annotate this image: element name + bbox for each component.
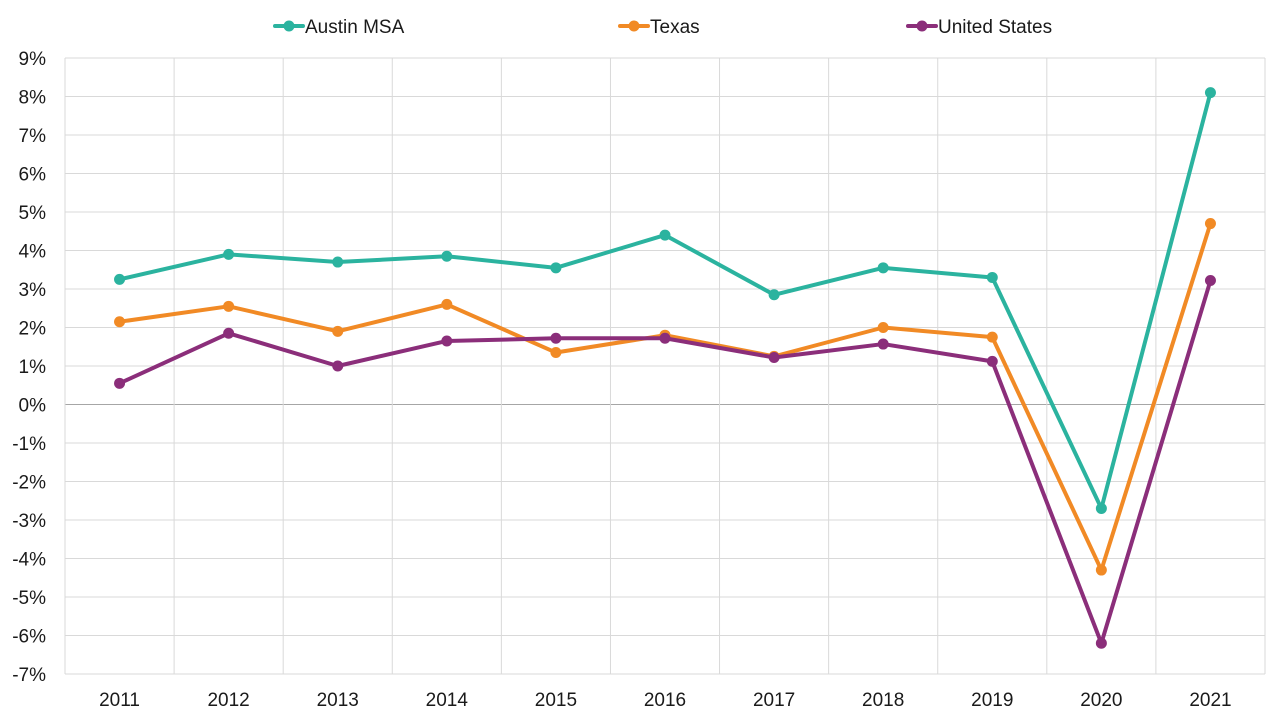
y-tick-label: -7%	[12, 665, 46, 686]
y-tick-label: -4%	[12, 550, 46, 571]
legend-swatch-marker	[283, 20, 295, 32]
y-tick-label: 8%	[19, 88, 47, 109]
legend-label: Texas	[650, 17, 700, 38]
x-tick-label: 2014	[426, 690, 469, 711]
data-point-texas	[441, 298, 453, 310]
data-point-austin-msa	[550, 262, 562, 274]
data-point-texas	[114, 316, 126, 328]
data-point-united-states	[659, 332, 671, 344]
axes: 9% 8% 7% 6% 5% 4% 3% 2% 1% 0% -1% -2% -3% -4% -5% -6% -7…	[12, 49, 1231, 711]
x-tick-label: 2016	[644, 690, 686, 711]
x-tick-label: 2019	[971, 690, 1013, 711]
x-tick-label: 2017	[753, 690, 795, 711]
x-tick-label: 2018	[862, 690, 904, 711]
data-point-united-states	[1204, 275, 1216, 287]
data-point-united-states	[768, 352, 780, 364]
legend-label: Austin MSA	[305, 17, 405, 38]
legend-item-austin-msa: Austin MSA	[273, 17, 405, 38]
data-point-united-states	[986, 355, 998, 367]
y-tick-label: -2%	[12, 473, 46, 494]
y-tick-label: 4%	[19, 242, 47, 263]
data-point-austin-msa	[768, 289, 780, 301]
legend-swatch-marker	[916, 20, 928, 32]
data-point-united-states	[223, 327, 235, 339]
data-point-austin-msa	[877, 262, 889, 274]
y-tick-label: 7%	[19, 126, 47, 147]
data-point-texas	[223, 300, 235, 312]
x-tick-label: 2021	[1189, 690, 1231, 711]
data-point-texas	[1095, 564, 1107, 576]
data-point-united-states	[114, 377, 126, 389]
x-tick-label: 2020	[1080, 690, 1122, 711]
data-point-austin-msa	[332, 256, 344, 268]
x-tick-label: 2011	[99, 690, 140, 711]
y-tick-label: -6%	[12, 627, 46, 648]
y-tick-label: -5%	[12, 588, 46, 609]
data-point-united-states	[441, 335, 453, 347]
x-tick-label: 2012	[207, 690, 249, 711]
legend-item-united-states: United States	[906, 17, 1052, 38]
y-tick-label: -1%	[12, 434, 46, 455]
y-tick-label: 0%	[19, 396, 47, 417]
x-tick-label: 2015	[535, 690, 577, 711]
data-point-austin-msa	[1095, 502, 1107, 514]
data-point-united-states	[550, 332, 562, 344]
series-austin-msa	[114, 87, 1216, 514]
y-tick-label: 3%	[19, 280, 47, 301]
data-point-united-states	[332, 360, 344, 372]
legend: Austin MSA Texas United States	[273, 17, 1052, 38]
grid	[64, 57, 1266, 675]
y-tick-label: 9%	[19, 49, 47, 70]
data-point-austin-msa	[223, 248, 235, 260]
data-point-austin-msa	[114, 273, 126, 285]
data-point-austin-msa	[659, 229, 671, 241]
legend-swatch-marker	[628, 20, 640, 32]
data-point-austin-msa	[1204, 87, 1216, 99]
series-united-states	[114, 275, 1216, 649]
data-point-texas	[332, 325, 344, 337]
data-point-texas	[986, 331, 998, 343]
data-point-united-states	[877, 338, 889, 350]
y-tick-label: -3%	[12, 511, 46, 532]
data-point-united-states	[1095, 637, 1107, 649]
y-tick-label: 1%	[19, 357, 47, 378]
series	[114, 87, 1216, 649]
legend-label: United States	[938, 17, 1052, 38]
y-tick-label: 6%	[19, 165, 47, 186]
y-tick-label: 5%	[19, 203, 47, 224]
legend-item-texas: Texas	[618, 17, 700, 38]
data-point-texas	[1204, 218, 1216, 230]
x-tick-label: 2013	[317, 690, 359, 711]
data-point-texas	[877, 322, 889, 333]
data-point-austin-msa	[986, 271, 998, 283]
y-tick-label: 2%	[19, 319, 47, 340]
data-point-texas	[550, 347, 562, 359]
data-point-austin-msa	[441, 250, 453, 262]
